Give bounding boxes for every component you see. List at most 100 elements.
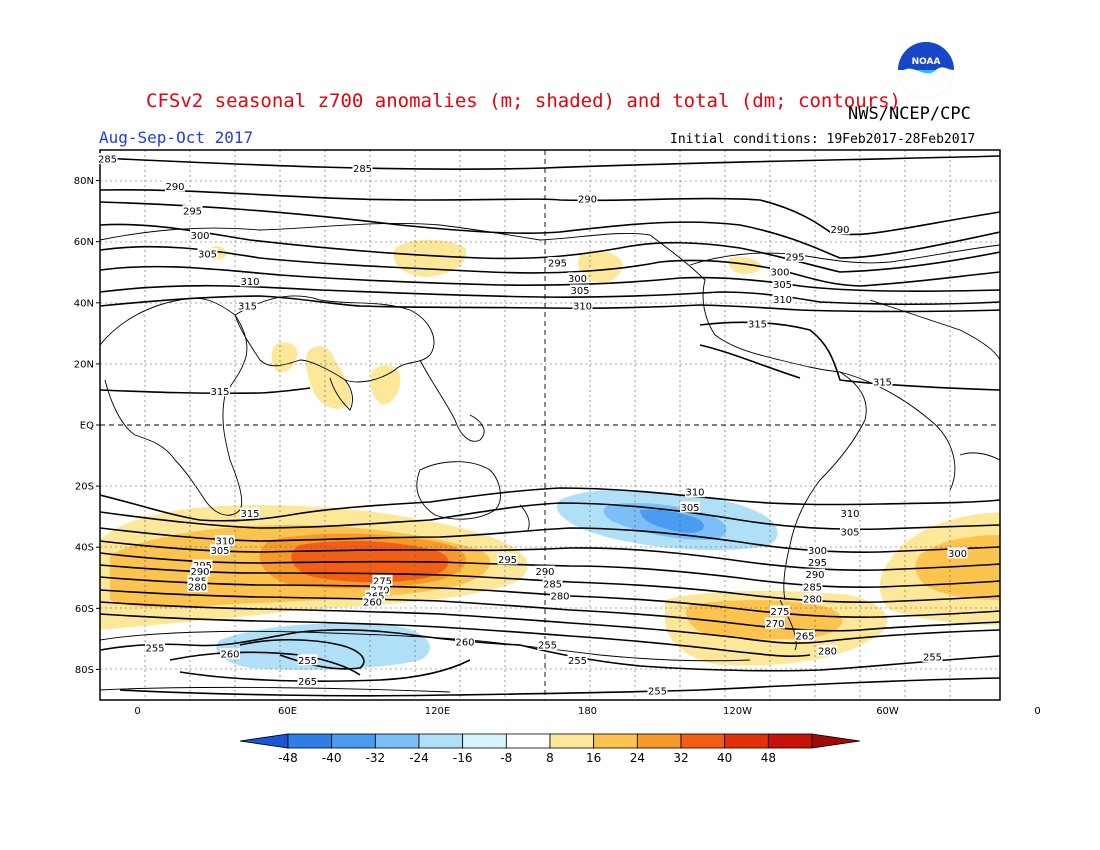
contour-label: 305 — [570, 286, 589, 297]
contour-label-bg — [772, 293, 793, 305]
contour-label: 260 — [220, 650, 239, 661]
contour-label: 310 — [840, 509, 859, 520]
contour-label: 290 — [830, 225, 849, 236]
contour-label: 285 — [98, 155, 117, 166]
height-contours — [100, 155, 1000, 697]
contour-label-bg — [747, 318, 768, 330]
contour-label: 310 — [773, 295, 792, 306]
lat-tick-label: EQ — [80, 421, 94, 432]
season-label: Aug-Sep-Oct 2017 — [99, 128, 254, 147]
contour-label-bg — [537, 639, 558, 650]
colorbar: -48 -40 -32 -24 -16 -8 8 16 24 32 40 48 — [239, 733, 861, 765]
contour-label: 305 — [680, 503, 699, 514]
contour-label-bg — [145, 642, 165, 654]
colorbar-swatch — [636, 733, 682, 749]
contour-label-bg — [570, 284, 590, 296]
colorbar-tick-label: 48 — [761, 751, 776, 765]
contour-label-bg — [220, 648, 240, 660]
contour-label: 315 — [873, 378, 892, 389]
contour-label-bg — [182, 205, 203, 217]
colorbar-tick-label: 24 — [630, 751, 645, 765]
contour-label: 290 — [578, 194, 597, 205]
contour-label-bg — [840, 507, 860, 519]
contour-label-bg — [210, 385, 230, 397]
contour-label: 285 — [543, 579, 562, 590]
contour-label-bg — [352, 162, 373, 174]
contour-label: 275 — [373, 576, 392, 587]
contour-label: 305 — [773, 280, 792, 291]
contour-label-bg — [817, 645, 838, 657]
colorbar-swatch — [549, 733, 595, 749]
contour-label: 255 — [538, 641, 557, 652]
colorbar-swatch — [724, 733, 769, 749]
contour-label: 290 — [805, 570, 824, 581]
colorbar-tick-label: -32 — [366, 751, 386, 765]
colorbar-swatch — [505, 733, 551, 749]
colorbar-swatch — [462, 733, 507, 749]
colorbar-swatch — [331, 733, 376, 749]
contour-label: 255 — [145, 644, 164, 655]
lon-tick-label: 60E — [278, 706, 297, 717]
contour-label: 280 — [818, 647, 837, 658]
colorbar-arrow-high — [811, 733, 861, 749]
noaa-logo-text: NOAA — [912, 57, 941, 67]
contour-label: 285 — [353, 164, 372, 175]
contour-label-bg — [577, 192, 598, 204]
lat-tick-label: 20S — [75, 482, 94, 493]
contour-label-bg — [772, 278, 793, 290]
contour-label: 255 — [648, 686, 667, 697]
contour-label: 280 — [803, 595, 822, 606]
contour-label: 305 — [210, 546, 229, 557]
colorbar-tick-label: -48 — [278, 751, 298, 765]
contour-label-bg — [567, 654, 588, 666]
colorbar-tick-label: -24 — [409, 751, 429, 765]
contour-label-bg — [297, 675, 318, 687]
colorbar-arrow-low — [239, 733, 289, 749]
contour-label-bg — [947, 547, 968, 559]
lat-tick-label: 80N — [74, 176, 94, 187]
contour-label: 305 — [840, 527, 859, 538]
contour-label-bg — [190, 229, 210, 241]
contour-label: 265 — [298, 677, 317, 688]
contour-label: 310 — [240, 277, 259, 288]
contour-label-bg — [567, 272, 588, 284]
lon-tick-label: 60W — [876, 706, 899, 717]
contour-label: 300 — [190, 231, 209, 242]
contour-label: 295 — [548, 259, 567, 270]
lat-tick-label: 80S — [75, 665, 94, 676]
contour-label: 310 — [573, 301, 592, 312]
contour-label: 300 — [770, 268, 789, 279]
contour-label: 255 — [568, 656, 587, 667]
contour-label-bg — [215, 535, 235, 547]
contour-label-bg — [497, 553, 518, 565]
longitude-axis: 0 60E 120E 180 120W 60W 0 — [134, 706, 1040, 717]
agency-label: NWS/NCEP/CPC — [848, 104, 971, 124]
colorbar-tick-label: 8 — [546, 751, 554, 765]
lat-tick-label: 20N — [74, 359, 94, 370]
contour-label: 315 — [240, 509, 259, 520]
colorbar-swatch — [418, 733, 464, 749]
contour-label-bg — [455, 635, 475, 647]
colorbar-tick-label: 16 — [586, 751, 601, 765]
contour-label: 305 — [198, 249, 217, 260]
figure-title: CFSv2 seasonal z700 anomalies (m; shaded… — [146, 90, 901, 112]
contour-label: 280 — [188, 582, 207, 593]
contour-label: 315 — [238, 301, 257, 312]
contour-label-bg — [372, 574, 393, 586]
contour-label-bg — [370, 584, 390, 595]
contour-label-bg — [187, 580, 208, 592]
colorbar-tick-label: 32 — [673, 751, 688, 765]
contour-label-bg — [765, 617, 785, 629]
contour-label: 265 — [795, 631, 814, 642]
contour-label-bg — [840, 525, 860, 537]
contour-label-bg — [365, 590, 385, 602]
lat-tick-label: 60S — [75, 604, 94, 615]
lon-tick-label: 0 — [134, 706, 140, 717]
contour-label: 285 — [803, 582, 822, 593]
contour-label-bg — [165, 180, 185, 192]
contour-label-bg — [190, 565, 210, 577]
lat-tick-label: 40S — [75, 543, 94, 554]
contour-label-bg — [770, 266, 790, 278]
contour-label-bg — [237, 299, 258, 311]
